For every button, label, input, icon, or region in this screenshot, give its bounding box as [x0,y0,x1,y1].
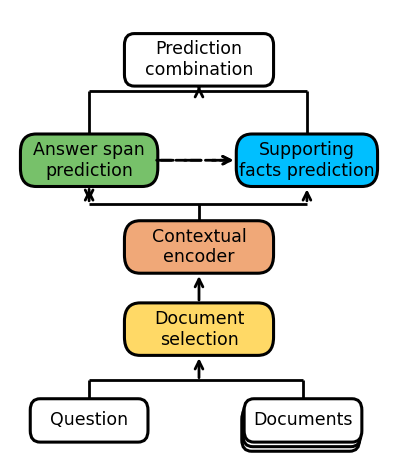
Text: Question: Question [50,412,128,429]
FancyBboxPatch shape [125,303,273,355]
Text: Answer span
prediction: Answer span prediction [33,141,145,180]
Text: Prediction
combination: Prediction combination [145,41,253,79]
FancyBboxPatch shape [242,408,359,451]
Text: Contextual
encoder: Contextual encoder [152,228,246,267]
FancyBboxPatch shape [125,34,273,86]
Text: Documents: Documents [253,412,353,429]
Text: Supporting
facts prediction: Supporting facts prediction [239,141,375,180]
FancyBboxPatch shape [243,403,361,447]
FancyBboxPatch shape [30,399,148,442]
FancyBboxPatch shape [20,134,158,187]
FancyBboxPatch shape [236,134,378,187]
FancyBboxPatch shape [244,399,362,442]
FancyBboxPatch shape [125,221,273,273]
Text: Document
selection: Document selection [154,310,244,348]
